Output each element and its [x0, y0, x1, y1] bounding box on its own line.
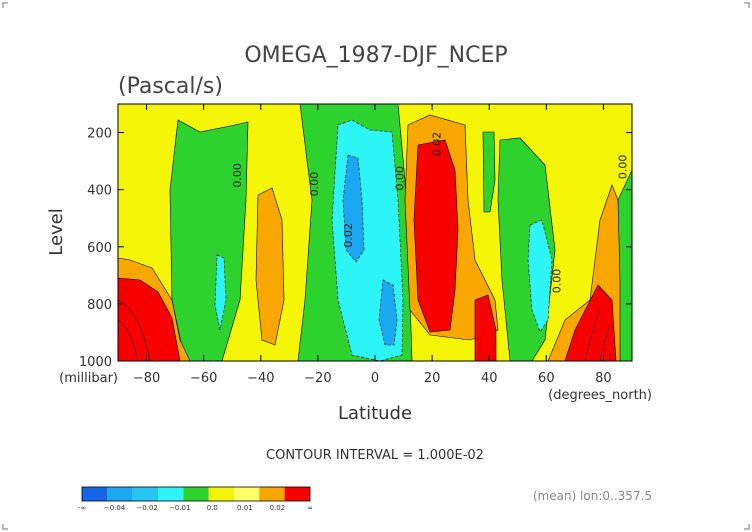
x-tick-label: 60 [538, 371, 555, 386]
chart-title: OMEGA_1987-DJF_NCEP [244, 43, 507, 68]
contour-red-nh-small [474, 294, 497, 361]
colorbar-swatch [183, 487, 209, 501]
colorbar-swatch [107, 487, 133, 501]
y-units: (millibar) [59, 371, 118, 386]
contour-cyan-sh [214, 254, 227, 331]
contour-blue-lower [378, 279, 398, 346]
x-tick-label: −20 [304, 371, 331, 386]
y-tick-label: 200 [87, 127, 112, 142]
y-tick-label: 400 [87, 184, 112, 199]
contour-label: 0.02 [431, 132, 444, 157]
colorbar-label: -∞ [78, 504, 86, 512]
contour-green-small [482, 131, 496, 213]
colorbar-label: −0.02 [136, 504, 157, 512]
x-tick-label: 40 [481, 371, 498, 386]
contour-blue-upper [342, 154, 365, 263]
x-axis-label: Latitude [338, 403, 412, 424]
y-axis: 200 400 600 800 1000 [79, 127, 632, 370]
colorbar-swatch [158, 487, 184, 501]
y-tick-label: 800 [87, 298, 112, 313]
contour-fills [118, 104, 632, 361]
y-axis-label: Level [46, 208, 67, 256]
contour-red-sh-pole [118, 277, 181, 361]
colorbar-label: ∞ [307, 504, 313, 512]
colorbar: -∞ −0.04 −0.02 −0.01 0.0 0.01 0.02 ∞ [78, 486, 313, 512]
contour-label: 0.02 [342, 223, 355, 248]
contour-label: 0.00 [616, 155, 629, 180]
colorbar-label: 0.0 [207, 504, 218, 512]
x-tick-label: −80 [133, 371, 160, 386]
x-tick-label: 80 [595, 371, 612, 386]
contour-interval: CONTOUR INTERVAL = 1.000E-02 [266, 448, 484, 463]
x-tick-label: 0 [371, 371, 379, 386]
contour-labels: 0.00 0.00 0.00 0.00 0.00 0.02 0.02 [231, 132, 629, 294]
x-units: (degrees_north) [548, 388, 652, 403]
contour-label: 0.00 [308, 172, 321, 197]
contour-red-nh-pole [564, 284, 617, 361]
contour-label: 0.00 [394, 166, 407, 191]
y-tick-label: 1000 [79, 355, 112, 370]
colorbar-label: 0.01 [237, 504, 253, 512]
colorbar-label: −0.04 [104, 504, 126, 512]
colorbar-swatch [259, 487, 285, 501]
colorbar-swatch [82, 487, 108, 501]
y-tick-label: 600 [87, 241, 112, 256]
colorbar-swatch [208, 487, 234, 501]
colorbar-label: 0.02 [270, 504, 286, 512]
plot-area: 0.00 0.00 0.00 0.00 0.00 0.02 0.02 [117, 103, 633, 362]
colorbar-swatch [284, 487, 310, 501]
contour-label: 0.00 [551, 269, 564, 294]
inner-contour-lines [118, 299, 611, 361]
x-axis: −80 −60 −40 −20 0 20 40 60 80 [133, 104, 612, 386]
colorbar-label: −0.01 [169, 504, 190, 512]
contour-red-nh [413, 139, 459, 333]
x-tick-label: −60 [190, 371, 217, 386]
x-tick-label: 20 [424, 371, 441, 386]
contour-green-sh-mid [169, 119, 249, 361]
colorbar-swatch [132, 487, 158, 501]
footer-note: (mean) lon:0..357.5 [533, 489, 652, 503]
colorbar-swatch [234, 487, 260, 501]
chart-subtitle: (Pascal/s) [118, 74, 223, 99]
colorbar-frame [81, 486, 311, 502]
x-tick-label: −40 [247, 371, 274, 386]
contour-orange-sh [255, 187, 285, 346]
contour-label: 0.00 [231, 163, 244, 188]
contour-cyan-nh [527, 219, 553, 333]
